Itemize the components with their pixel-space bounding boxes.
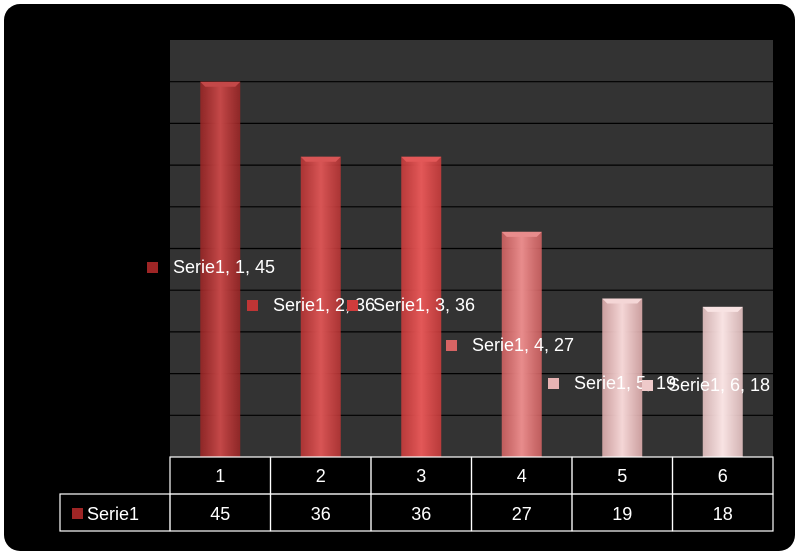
data-label: Serie1, 5, 19: [574, 373, 676, 393]
bar-3: [401, 156, 442, 457]
data-label: Serie1, 1, 45: [173, 257, 275, 277]
data-label-marker: [247, 300, 258, 311]
legend-swatch: [72, 508, 83, 519]
data-label: Serie1, 2, 36: [273, 295, 375, 315]
table-value-cell: 36: [311, 504, 331, 524]
table-header-cell: 5: [617, 466, 627, 486]
table-value-cell: 18: [713, 504, 733, 524]
table-value-cell: 36: [411, 504, 431, 524]
data-label-marker: [548, 378, 559, 389]
bar-5: [602, 298, 643, 457]
data-label: Serie1, 4, 27: [472, 335, 574, 355]
data-label: Serie1, 3, 36: [373, 295, 475, 315]
table-value-cell: 27: [512, 504, 532, 524]
bar-top-2: [300, 156, 341, 162]
table-header-cell: 4: [517, 466, 527, 486]
bar-6: [702, 306, 743, 457]
table-header-cell: 6: [718, 466, 728, 486]
data-label-marker: [147, 262, 158, 273]
table-header-cell: 2: [316, 466, 326, 486]
data-label-marker: [642, 380, 653, 391]
bar-top-6: [702, 306, 743, 312]
bar-top-4: [501, 231, 542, 237]
table-header-cell: 3: [416, 466, 426, 486]
table-header-cell: 1: [215, 466, 225, 486]
data-label-marker: [446, 340, 457, 351]
table-value-cell: 19: [612, 504, 632, 524]
data-label: Serie1, 6, 18: [668, 375, 770, 395]
table-series-name: Serie1: [87, 504, 139, 524]
bar-top-5: [602, 298, 643, 304]
chart-frame: Serie1, 1, 45 Serie1, 2, 36 Serie1, 3, 36 S…: [4, 4, 795, 551]
bar-4: [501, 231, 542, 457]
table-cell: [671, 493, 774, 532]
bar-top-3: [401, 156, 442, 162]
bar-top-1: [200, 81, 241, 87]
bar-2: [300, 156, 341, 457]
bar-1: [200, 81, 241, 457]
data-label-marker: [347, 300, 358, 311]
table-value-cell: 45: [210, 504, 230, 524]
